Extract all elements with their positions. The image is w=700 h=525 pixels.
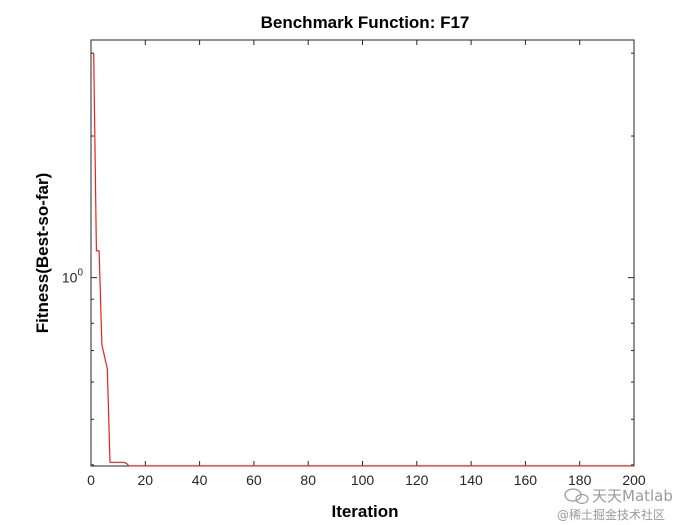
x-tick-label: 40 (192, 472, 208, 488)
y-tick-base: 10 (62, 270, 78, 286)
y-tick-exponent: 0 (77, 268, 83, 279)
x-tick-label: 180 (568, 472, 592, 488)
chart-title: Benchmark Function: F17 (261, 13, 470, 32)
x-tick-label: 200 (622, 472, 646, 488)
watermark-line2: @稀土掘金技术社区 (557, 507, 665, 522)
x-tick-label: 100 (351, 472, 375, 488)
y-tick-labels: 100 (62, 268, 84, 286)
plot-area (90, 39, 635, 467)
x-tick-label: 60 (246, 472, 262, 488)
y-tick-label: 100 (62, 268, 84, 286)
x-tick-labels: 0 20 40 60 80 100 120 140 160 180 200 (87, 472, 646, 488)
axis-ticks (90, 40, 635, 466)
series-line-0 (93, 53, 634, 467)
series-layer (93, 53, 634, 467)
watermark-line1: 天天Matlab (592, 487, 673, 505)
wechat-logo-icon (564, 488, 589, 505)
x-tick-label: 140 (459, 472, 483, 488)
watermark: 天天Matlab @稀土掘金技术社区 (557, 487, 673, 522)
x-axis-label: Iteration (331, 502, 398, 521)
x-tick-label: 0 (87, 472, 95, 488)
y-axis-label: Fitness(Best-so-far) (33, 173, 52, 334)
x-tick-label: 20 (138, 472, 154, 488)
x-tick-label: 120 (405, 472, 429, 488)
x-tick-label: 160 (514, 472, 538, 488)
x-tick-label: 80 (300, 472, 316, 488)
